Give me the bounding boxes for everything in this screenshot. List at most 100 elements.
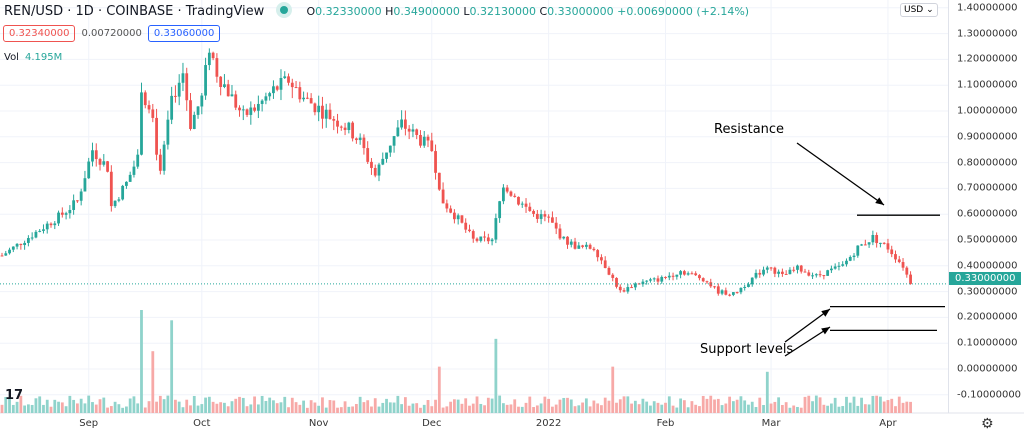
- candle-body: [671, 275, 675, 277]
- volume-bar: [42, 404, 45, 413]
- volume-bar: [49, 406, 53, 413]
- volume-bar: [743, 400, 747, 413]
- volume-bar: [894, 406, 897, 413]
- candle-body: [362, 137, 366, 149]
- buy-button[interactable]: 0.33060000: [147, 25, 221, 42]
- volume-bar: [419, 407, 422, 413]
- candle-body: [584, 244, 588, 247]
- candle-body: [905, 267, 909, 275]
- volume-bar: [83, 403, 87, 413]
- volume-bar: [362, 402, 366, 413]
- candle-body: [682, 271, 686, 275]
- time-tick-label: Feb: [656, 418, 675, 429]
- volume-bar: [407, 405, 411, 413]
- candle-body: [336, 120, 339, 127]
- candle-body: [403, 119, 407, 129]
- volume-bar: [370, 406, 373, 413]
- volume-bar: [19, 395, 23, 413]
- volume-bar: [249, 404, 253, 413]
- candle-body: [136, 154, 140, 167]
- candle-body: [660, 276, 664, 282]
- volume-bar: [811, 401, 814, 413]
- candle-body: [49, 223, 53, 226]
- candle-body: [502, 187, 505, 202]
- candle-body: [177, 82, 181, 97]
- volume-bar: [588, 406, 592, 413]
- tradingview-logo[interactable]: 17: [5, 388, 24, 403]
- ohlc-values: O0.32330000 H0.34900000 L0.32130000 C0.3…: [306, 5, 750, 18]
- candle-body: [611, 274, 615, 278]
- candle-body: [528, 206, 532, 211]
- candle-body: [652, 278, 656, 280]
- candle-body: [407, 128, 411, 132]
- volume-bar: [814, 395, 818, 413]
- candle-body: [309, 98, 313, 104]
- candle-body: [694, 273, 698, 276]
- candle-body: [60, 212, 64, 215]
- candle-body: [422, 136, 426, 146]
- candle-body: [709, 282, 713, 287]
- symbol-title[interactable]: REN/USD · 1D · COINBASE · TradingView: [4, 4, 265, 19]
- volume-bar: [79, 398, 83, 413]
- candle-body: [64, 213, 68, 215]
- candle-body: [15, 243, 19, 247]
- price-tick-label: 0.70000000: [957, 182, 1018, 194]
- candle-body: [19, 243, 23, 246]
- candle-body: [181, 73, 185, 83]
- volume-bar: [185, 399, 189, 413]
- candle-body: [441, 189, 445, 204]
- price-tick-label: 0.30000000: [957, 286, 1018, 298]
- candle-body: [701, 278, 705, 282]
- candle-body: [863, 244, 867, 246]
- volume-bar: [539, 403, 543, 413]
- volume-bar: [196, 405, 200, 413]
- volume-bar: [158, 395, 162, 413]
- candle-body: [837, 265, 841, 267]
- settings-gear-icon[interactable]: ⚙: [981, 416, 994, 432]
- price-tick-label: 1.20000000: [957, 53, 1018, 65]
- candle-body: [305, 97, 309, 99]
- candle-body: [765, 267, 769, 270]
- candle-body: [109, 171, 113, 207]
- price-axis[interactable]: -0.10000000 0.00000000 0.10000000 0.2000000…: [948, 0, 1024, 413]
- volume-bar: [792, 405, 796, 413]
- volume-bar: [875, 395, 879, 413]
- candle-body: [547, 216, 551, 218]
- time-tick-label: 2022: [535, 418, 562, 429]
- volume-bar: [0, 404, 4, 413]
- currency-selector[interactable]: USD ⌄: [900, 3, 938, 17]
- volume-bar: [905, 401, 909, 413]
- volume-bar: [128, 398, 132, 413]
- volume-bar: [656, 402, 660, 413]
- volume-bar: [460, 403, 464, 413]
- candle-body: [294, 87, 298, 89]
- candle-body: [456, 215, 460, 220]
- candle-body: [223, 84, 226, 87]
- candle-body: [121, 185, 125, 200]
- volume-bar: [456, 399, 460, 413]
- candle-body: [909, 274, 912, 284]
- market-status-icon: [280, 6, 289, 14]
- volume-bar: [441, 407, 445, 413]
- candle-body: [155, 117, 158, 155]
- volume-bar: [505, 404, 509, 413]
- candle-body: [392, 136, 396, 146]
- volume-legend: Vol 4.195M: [4, 52, 63, 63]
- support-annotation: Support levels: [700, 342, 794, 357]
- sell-button[interactable]: 0.32340000: [3, 25, 76, 42]
- volume-bar: [45, 399, 49, 413]
- candle-body: [848, 257, 852, 261]
- volume-bar: [215, 403, 219, 413]
- volume-bar: [799, 407, 803, 413]
- volume-bar: [747, 404, 750, 413]
- candle-body: [871, 235, 875, 243]
- volume-bar: [170, 320, 174, 413]
- volume-bar: [784, 402, 788, 413]
- volume-bar: [528, 396, 532, 413]
- candle-body: [773, 267, 777, 274]
- volume-bar: [113, 401, 117, 413]
- candle-body: [713, 286, 716, 288]
- volume-bar: [848, 402, 852, 413]
- candle-body: [901, 262, 905, 268]
